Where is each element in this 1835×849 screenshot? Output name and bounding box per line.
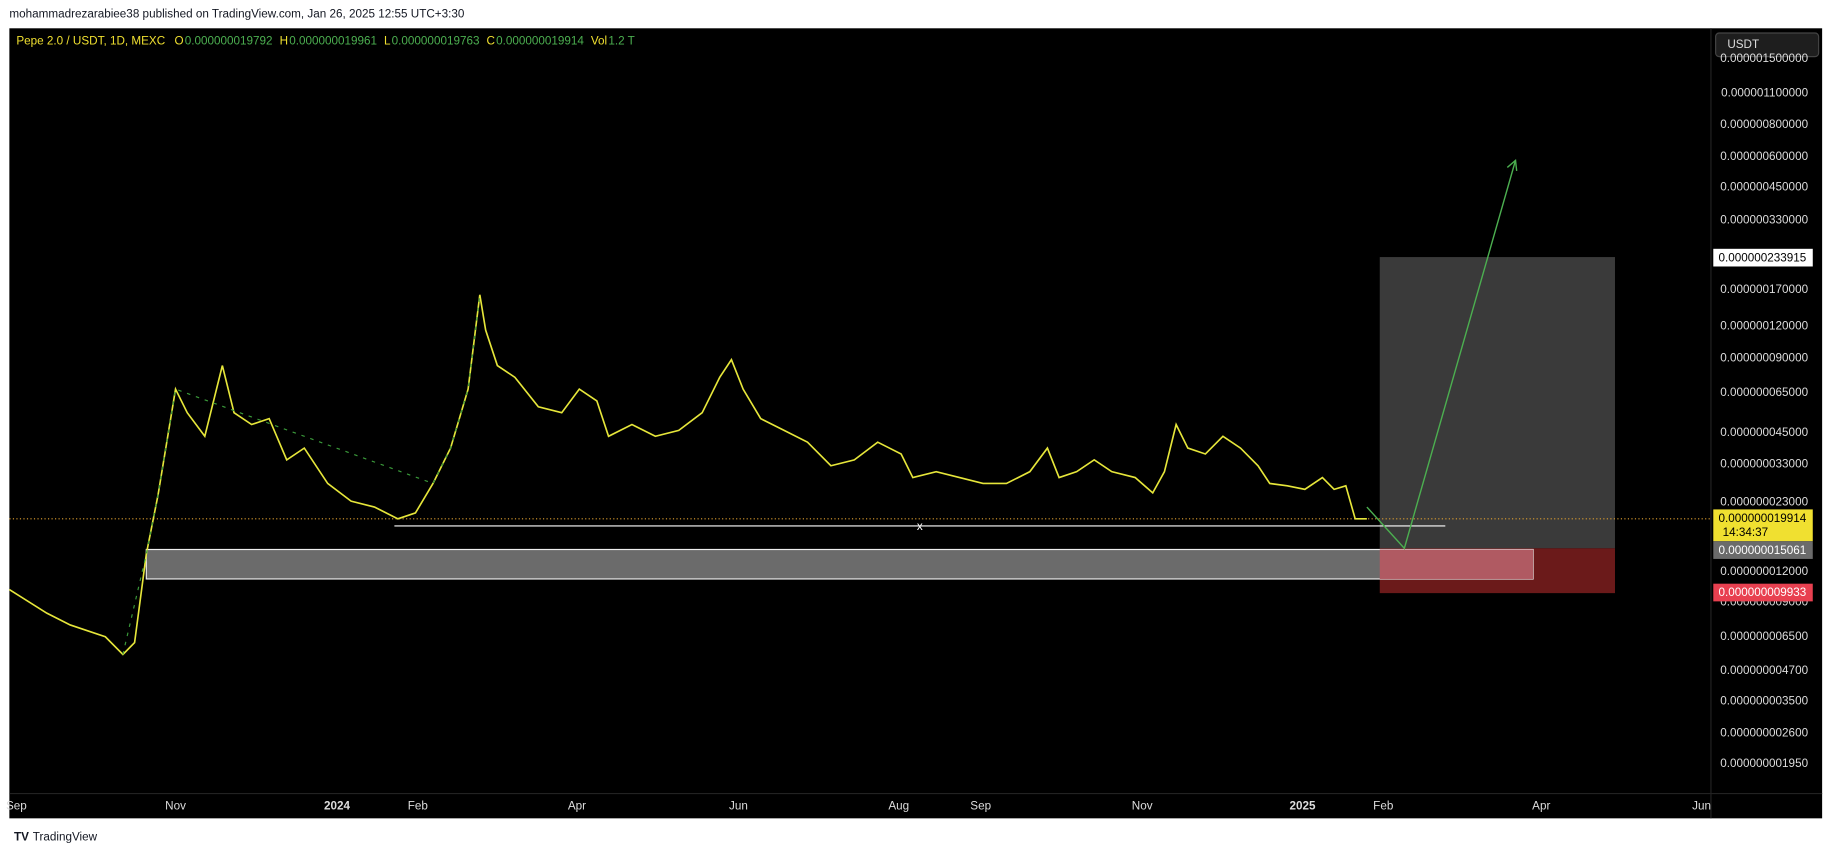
support-box <box>145 548 1534 580</box>
price-label: 0.000000004700 <box>1720 664 1808 677</box>
price-axis: 0.000001500000 0.000001100000 0.0000008000… <box>1720 52 1808 770</box>
legend-value: 0.000000019914 <box>496 34 584 47</box>
countdown: 14:34:37 <box>1723 526 1769 539</box>
time-label: Sep <box>970 800 991 813</box>
price-label: 0.000000330000 <box>1720 214 1808 227</box>
currency-button[interactable] <box>1715 32 1820 58</box>
time-label: 2025 <box>1290 800 1316 813</box>
legend-key: O <box>175 34 184 47</box>
time-label: Nov <box>165 800 186 813</box>
entry-price: 0.000000015061 <box>1719 544 1807 557</box>
time-label: Sep <box>6 800 27 813</box>
publisher: mohammadrezarabiee38 published on Tradin… <box>9 7 464 20</box>
price-label: 0.000001500000 <box>1720 52 1808 65</box>
price-label: 0.000000065000 <box>1720 386 1808 399</box>
last-badge <box>1713 509 1813 542</box>
legend-value: 0.000000019961 <box>289 34 377 47</box>
time-label: Jun <box>1692 800 1711 813</box>
price-label: 0.000000001950 <box>1720 757 1808 770</box>
time-label: Aug <box>888 800 909 813</box>
price-label: 0.000000003500 <box>1720 695 1808 708</box>
price-label: 0.000000012000 <box>1720 565 1808 578</box>
price-label: 0.000000033000 <box>1720 458 1808 471</box>
target-badge <box>1713 248 1813 267</box>
target-zone <box>1379 257 1615 549</box>
price-series-up <box>122 294 481 655</box>
projection-arrow <box>1366 160 1517 550</box>
overlap-zone <box>1379 549 1534 579</box>
stop-badge <box>1713 583 1813 602</box>
price-label: 0.000000450000 <box>1720 181 1808 194</box>
legend: Pepe 2.0 / USDT, 1D, MEXC O 0.000000019792… <box>16 34 634 47</box>
arrow-head <box>1506 158 1518 172</box>
legend-value: 1.2 T <box>608 34 634 47</box>
price-label: 0.000001100000 <box>1721 86 1808 99</box>
entry-badge <box>1713 541 1813 559</box>
price-label: 0.000000090000 <box>1720 352 1808 365</box>
price-label: 0.000000006500 <box>1720 630 1808 643</box>
time-label: Feb <box>408 800 429 813</box>
price-label: 0.000000002600 <box>1720 727 1808 740</box>
legend-key: Vol <box>591 34 607 47</box>
line-marker: x <box>917 520 923 533</box>
price-label: 0.000000045000 <box>1720 426 1808 439</box>
price-label: 0.000000600000 <box>1720 150 1808 163</box>
price-label: 0.000000800000 <box>1720 118 1808 131</box>
time-label: Apr <box>568 800 586 813</box>
legend-value: 0.000000019763 <box>392 34 480 47</box>
time-label: 2024 <box>324 800 350 813</box>
price-label: 0.000000170000 <box>1720 283 1808 296</box>
time-axis: Sep Nov 2024 Feb Apr Jun Aug Sep Nov 2025 Feb Apr Ju… <box>6 800 1711 813</box>
legend-key: C <box>486 34 495 47</box>
legend-value: 0.000000019792 <box>185 34 273 47</box>
legend-key: L <box>384 34 391 47</box>
legend-key: H <box>280 34 288 47</box>
time-label: Apr <box>1532 800 1550 813</box>
time-label: Jun <box>729 800 748 813</box>
time-label: Nov <box>1132 800 1153 813</box>
target-price: 0.000000233915 <box>1719 251 1807 264</box>
time-label: Feb <box>1373 800 1394 813</box>
price-label: 0.000000120000 <box>1720 320 1808 333</box>
price-label: 0.000000023000 <box>1720 495 1808 508</box>
last-price: 0.000000019914 <box>1719 512 1807 525</box>
brand-logo: TV <box>14 830 29 843</box>
symbol: Pepe 2.0 / USDT, 1D, MEXC <box>16 34 165 47</box>
brand: TradingView <box>33 830 98 843</box>
price-series <box>8 294 1367 656</box>
currency[interactable]: USDT <box>1727 38 1759 51</box>
stop-price: 0.000000009933 <box>1719 586 1807 599</box>
